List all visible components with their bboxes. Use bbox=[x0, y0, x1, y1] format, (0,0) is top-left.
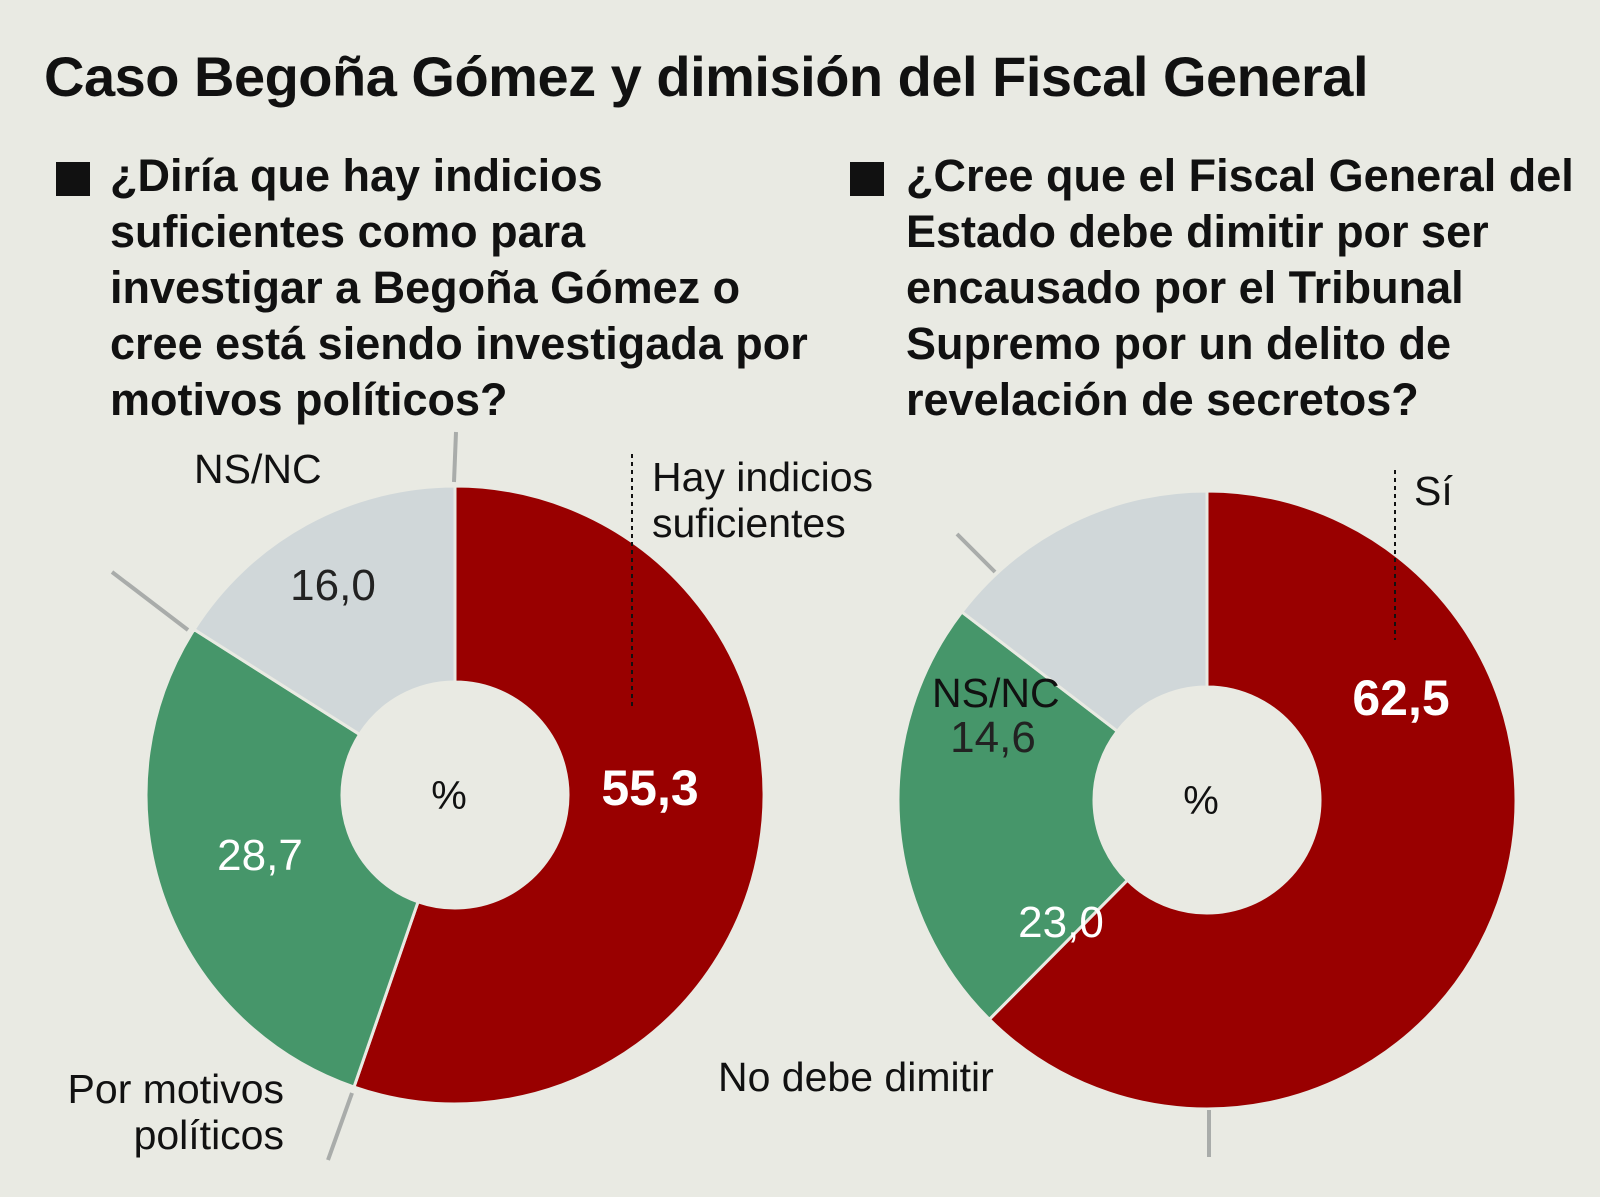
donut-chart-2: % 62,5 23,0 14,6 bbox=[896, 489, 1518, 1111]
donut-chart-1: % 55,3 28,7 16,0 bbox=[144, 484, 766, 1106]
leader-line-3 bbox=[326, 1092, 354, 1161]
value-label-si: 62,5 bbox=[1352, 670, 1449, 726]
question-marker-1 bbox=[56, 162, 90, 196]
slice-no-debe-dimitir bbox=[896, 609, 1130, 1022]
label-ns-nc-2: NS/NC bbox=[932, 670, 1060, 716]
question-2: ¿Cree que el Fiscal General del Estado d… bbox=[906, 150, 1574, 425]
value-label-ns-nc: 16,0 bbox=[290, 561, 376, 610]
value-label-no-debe-dimitir: 23,0 bbox=[1018, 898, 1104, 947]
leader-lines bbox=[110, 431, 1396, 1161]
slice-ns-nc bbox=[959, 489, 1209, 734]
slice-por-motivos bbox=[144, 627, 420, 1089]
value-label-hay-indicios: 55,3 bbox=[601, 760, 698, 816]
chart-title: Caso Begoña Gómez y dimisión del Fiscal … bbox=[44, 45, 1369, 108]
label-ns-nc-1: NS/NC bbox=[194, 446, 322, 492]
leader-line-2 bbox=[110, 570, 190, 632]
label-si: Sí bbox=[1414, 468, 1453, 514]
question-marker-2 bbox=[850, 162, 884, 196]
slice-ns-nc bbox=[192, 484, 457, 737]
leader-line-1 bbox=[452, 431, 458, 483]
value-label-por-motivos: 28,7 bbox=[217, 831, 303, 880]
value-label-ns-nc: 14,6 bbox=[950, 713, 1036, 762]
label-no-debe-dimitir: No debe dimitir bbox=[718, 1054, 994, 1100]
center-percent-label: % bbox=[431, 774, 467, 818]
question-1: ¿Diría que hay indicios suficientes como… bbox=[110, 150, 808, 425]
leader-line-6 bbox=[955, 532, 997, 574]
label-por-motivos: Por motivos políticos bbox=[67, 1066, 284, 1158]
slice-si bbox=[987, 489, 1518, 1111]
center-percent-label: % bbox=[1183, 779, 1219, 823]
label-hay-indicios: Hay indicios suficientes bbox=[652, 454, 874, 546]
